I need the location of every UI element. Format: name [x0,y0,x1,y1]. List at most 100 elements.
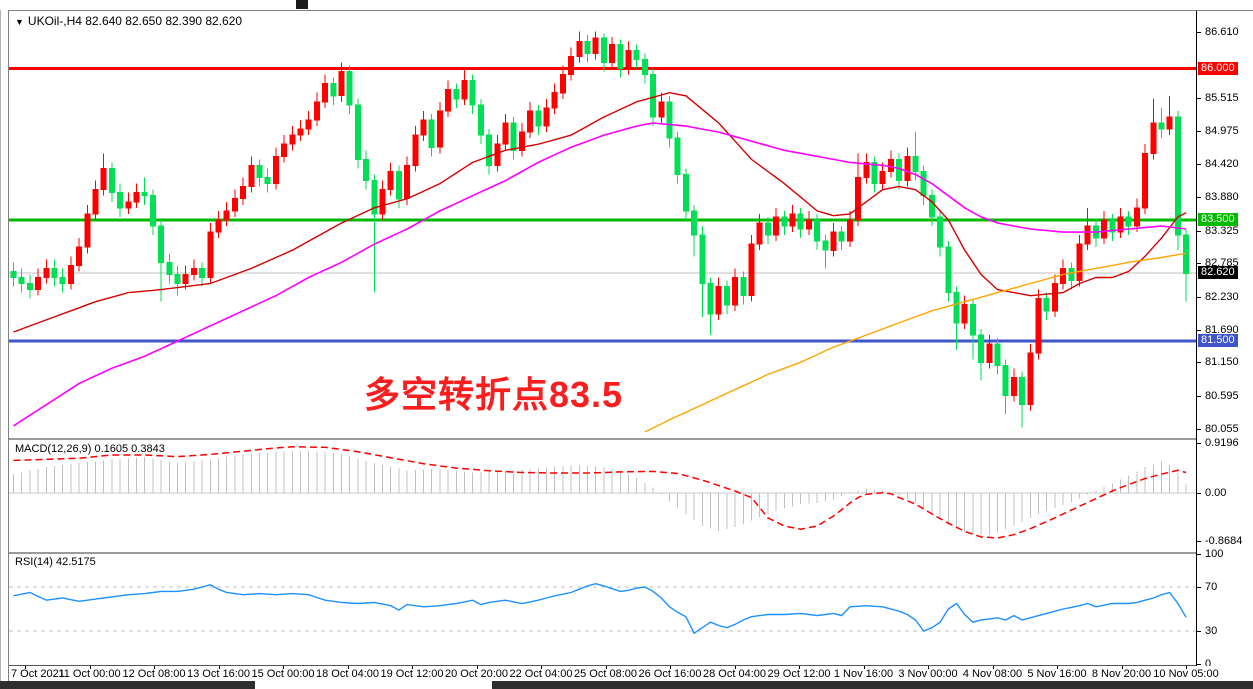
axis-tick-mark [1197,493,1201,494]
candle-body [420,119,427,136]
candle-body [207,231,214,279]
candle-body [912,155,919,172]
candle-body [453,89,460,100]
candle-body [543,107,550,127]
candle-body [125,201,132,209]
time-tick-label: 26 Oct 16:00 [638,668,702,680]
candle-body [633,49,640,60]
price-tick-label: 81.690 [1205,324,1239,336]
ma-fast-line [13,91,1187,333]
time-tick-label: 5 Nov 16:00 [1027,668,1087,680]
rsi-tick-label: 70 [1205,581,1218,593]
candle-body [953,292,960,324]
time-tick-mark [863,666,865,669]
candle-body [1142,152,1149,209]
chevron-down-icon[interactable]: ▼ [15,17,24,27]
candle-body [879,171,886,185]
candle-body [141,192,148,197]
candle-body [805,219,812,230]
candle-body [814,219,821,242]
candle-body [846,219,853,242]
time-tick-mark [1186,666,1187,669]
candle-body [518,131,525,151]
candle-body [510,122,517,151]
ma-slow-line [644,252,1187,433]
time-tick-mark [799,666,800,669]
price-axis[interactable]: 86.610 85.515 84.975 84.420 83.880 83.325 82.7… [1196,11,1253,670]
candle-body [395,171,402,200]
window-left-edge [0,0,1,689]
time-tick-mark [541,666,542,669]
candlestick-chart-canvas[interactable] [9,11,1196,438]
candle-body [1035,298,1042,354]
panel-separator[interactable] [9,552,1253,554]
candle-body [84,213,91,248]
price-badge-83.500: 83.500 [1198,213,1238,226]
candle-body [535,110,542,127]
time-tick-mark [1121,666,1123,669]
candle-body [1010,376,1017,397]
price-tick-label: 81.150 [1205,356,1239,368]
time-tick-label: 3 Nov 00:00 [898,668,958,680]
candle-body [527,110,534,133]
candle-body [650,74,657,118]
candle-body [469,80,476,106]
chart-annotation-text: 多空转折点83.5 [364,374,624,415]
time-tick-mark [670,666,671,669]
candle-body [797,213,804,230]
candle-body [1174,116,1181,236]
macd-signal-line [13,446,1187,539]
time-tick-label: 20 Oct 20:00 [445,668,508,680]
macd-chart-canvas[interactable] [9,441,1196,552]
time-tick-mark [89,666,91,669]
candle-body [100,168,107,191]
candle-body [412,134,419,166]
panel-separator[interactable] [9,438,1253,440]
candle-body [1158,122,1165,130]
time-tick-label: 13 Oct 16:00 [187,668,250,680]
candle-body [174,274,181,285]
candle-body [822,240,829,251]
candle-body [133,192,140,203]
candle-body [1101,219,1108,239]
candle-body [945,246,952,294]
axis-tick-mark [1197,587,1201,588]
candles-layer [10,31,1190,428]
rsi-panel[interactable] [9,554,1196,665]
main-price-panel[interactable] [9,11,1196,438]
candle-body [1150,122,1157,154]
time-tick-label: 12 Oct 08:00 [122,668,186,680]
time-tick-label: 28 Oct 04:00 [703,668,766,680]
candle-body [937,216,944,248]
candle-body [928,195,935,218]
macd-tick-label: 0.9196 [1205,437,1239,449]
candle-body [773,216,780,236]
price-tick-label: 82.230 [1205,291,1239,303]
time-axis[interactable]: 7 Oct 2021 11 Oct 00:00 12 Oct 08:00 13 Oct… [9,666,1253,682]
candle-body [887,158,894,172]
time-tick-label: 11 Oct 00:00 [58,668,121,680]
time-tick-label: 22 Oct 04:00 [509,668,573,680]
axis-tick-mark [1197,443,1201,444]
time-tick-mark [928,666,929,669]
candle-body [264,177,271,185]
candle-body [117,192,124,209]
price-tick-label: 85.515 [1205,92,1239,104]
candle-body [461,80,468,100]
price-badge-81.500: 81.500 [1198,334,1238,347]
symbol-ohlc-title: UKOil-,H4 82.640 82.650 82.390 82.620 [27,14,243,28]
axis-tick-mark [1197,554,1201,555]
price-tick-label: 80.055 [1205,423,1239,435]
candle-body [35,277,42,291]
candle-body [190,267,197,275]
candle-body [904,155,911,182]
candle-body [76,246,83,266]
macd-panel[interactable] [9,441,1196,552]
candle-body [1068,267,1075,281]
candle-body [59,277,66,285]
candle-body [625,49,632,69]
rsi-chart-canvas[interactable] [9,554,1196,665]
macd-histogram [13,450,1187,537]
candle-body [1133,207,1140,227]
candle-body [354,104,361,160]
